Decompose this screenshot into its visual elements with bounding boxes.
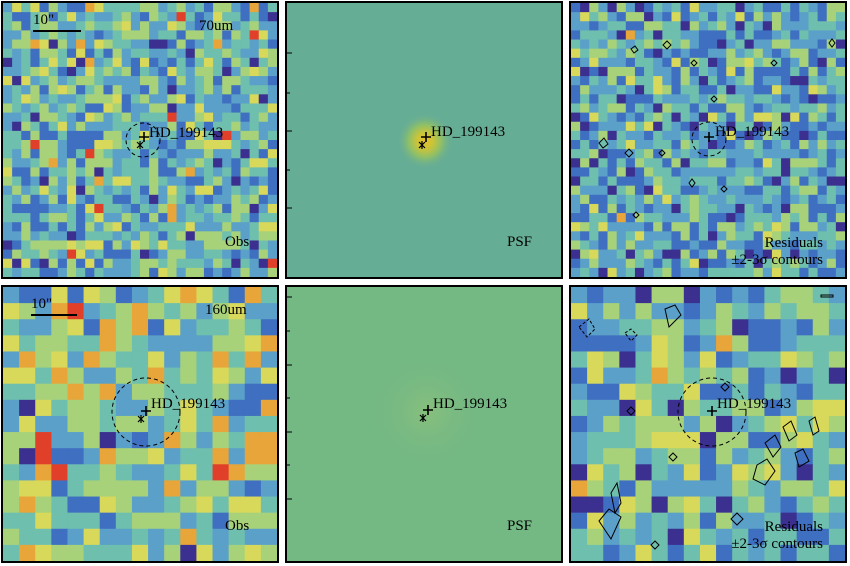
obs-160um-image: [3, 287, 277, 561]
psf-160um-image: [287, 296, 487, 500]
residual-contours: [578, 294, 834, 550]
contour-label: ±2-3σ contours: [731, 536, 823, 552]
band-label: 70um: [199, 18, 234, 34]
band-label: 160um: [205, 302, 247, 318]
residuals-70um-overlay: [598, 38, 836, 219]
aperture-circle: [125, 122, 161, 158]
residuals-70um-image: [571, 3, 845, 277]
panel-label: PSF: [507, 234, 533, 250]
star-marker: [136, 141, 144, 149]
obs-70um-panel: 10" 70um HD_199143 Obs: [1, 1, 279, 279]
target-label: HD_199143: [151, 396, 226, 412]
target-plus-marker: [423, 405, 433, 415]
target-plus-marker: [141, 406, 151, 416]
left-axis-ticks: [287, 296, 292, 500]
panel-label: Residuals: [764, 519, 823, 535]
target-plus-marker: [704, 132, 714, 142]
obs-160um-panel: 10" 160um HD_199143 Obs: [1, 285, 279, 563]
obs-70um-overlay: [33, 30, 161, 158]
psf-160um-panel: HD_199143 PSF: [285, 285, 563, 563]
target-plus-marker: [421, 132, 431, 142]
star-marker: [419, 414, 427, 422]
panel-label: Obs: [225, 234, 250, 250]
target-label: HD_199143: [717, 396, 792, 412]
scalebar-label: 10": [33, 12, 55, 28]
residuals-160um-overlay: [578, 294, 834, 550]
residuals-70um-panel: HD_199143 Residuals ±2-3σ contours: [569, 1, 847, 279]
residuals-160um-panel: HD_199143 Residuals ±2-3σ contours: [569, 285, 847, 563]
obs-70um-image: [3, 3, 277, 277]
residual-contours: [598, 38, 836, 219]
psf-70um-panel: HD_199143 PSF: [285, 1, 563, 279]
target-label: HD_199143: [431, 124, 506, 140]
contour-label: ±2-3σ contours: [731, 252, 823, 268]
target-label: HD_199143: [149, 125, 224, 141]
target-label: HD_199143: [433, 396, 508, 412]
panel-label: Residuals: [764, 235, 823, 251]
aperture-circle: [691, 121, 727, 157]
aperture-circle: [677, 377, 747, 447]
panel-label: PSF: [507, 518, 533, 534]
target-plus-marker: [707, 406, 717, 416]
psf-70um-image: [287, 52, 453, 209]
star-marker: [137, 415, 145, 423]
scalebar-label: 10": [31, 296, 53, 312]
target-label: HD_199143: [715, 124, 790, 140]
target-plus-marker: [139, 132, 149, 142]
left-axis-ticks: [287, 52, 292, 209]
star-marker: [418, 141, 426, 149]
aperture-circle: [111, 377, 181, 447]
obs-160um-overlay: [31, 314, 181, 447]
panel-label: Obs: [225, 518, 250, 534]
